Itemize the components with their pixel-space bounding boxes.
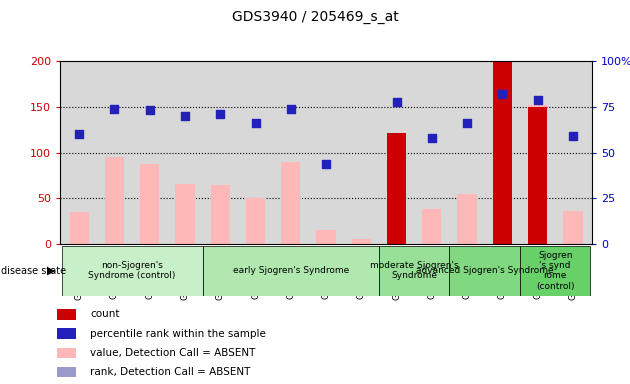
Bar bbox=[449, 246, 520, 296]
Bar bbox=[175, 184, 195, 244]
Point bbox=[215, 111, 226, 118]
Bar bbox=[316, 230, 336, 244]
Text: ▶: ▶ bbox=[47, 266, 56, 276]
Bar bbox=[422, 209, 442, 244]
Bar bbox=[493, 61, 512, 244]
Point bbox=[427, 135, 437, 141]
Text: GDS3940 / 205469_s_at: GDS3940 / 205469_s_at bbox=[232, 10, 398, 23]
Bar bbox=[57, 367, 76, 377]
Bar bbox=[69, 212, 89, 244]
Bar bbox=[520, 246, 590, 296]
Bar bbox=[563, 211, 583, 244]
Bar bbox=[57, 309, 76, 319]
Bar bbox=[457, 194, 477, 244]
Text: moderate Sjogren's
Syndrome: moderate Sjogren's Syndrome bbox=[370, 261, 459, 280]
Bar bbox=[281, 162, 301, 244]
Text: percentile rank within the sample: percentile rank within the sample bbox=[90, 329, 266, 339]
Bar bbox=[62, 246, 203, 296]
Point bbox=[532, 97, 542, 103]
Bar bbox=[246, 198, 265, 244]
Bar bbox=[528, 107, 547, 244]
Point bbox=[391, 98, 401, 104]
Bar bbox=[140, 164, 159, 244]
Text: early Sjogren's Syndrome: early Sjogren's Syndrome bbox=[232, 266, 349, 275]
Bar bbox=[57, 348, 76, 358]
Text: value, Detection Call = ABSENT: value, Detection Call = ABSENT bbox=[90, 348, 255, 358]
Text: non-Sjogren's
Syndrome (control): non-Sjogren's Syndrome (control) bbox=[88, 261, 176, 280]
Text: rank, Detection Call = ABSENT: rank, Detection Call = ABSENT bbox=[90, 367, 250, 377]
Point bbox=[251, 121, 261, 127]
Point bbox=[568, 133, 578, 139]
Bar bbox=[528, 105, 547, 244]
Bar bbox=[57, 328, 76, 339]
Point bbox=[180, 113, 190, 119]
Bar bbox=[387, 132, 406, 244]
Bar bbox=[203, 246, 379, 296]
Text: disease state: disease state bbox=[1, 266, 66, 276]
Point bbox=[462, 119, 472, 126]
Bar bbox=[105, 157, 124, 244]
Point bbox=[74, 131, 84, 137]
Point bbox=[110, 106, 120, 112]
Bar bbox=[352, 239, 371, 244]
Bar bbox=[387, 132, 406, 244]
Text: advanced Sjogren's Syndrome: advanced Sjogren's Syndrome bbox=[416, 266, 554, 275]
Text: count: count bbox=[90, 310, 120, 319]
Bar bbox=[210, 185, 230, 244]
Point bbox=[286, 106, 296, 112]
Point bbox=[321, 161, 331, 167]
Text: Sjogren
's synd
rome
(control): Sjogren 's synd rome (control) bbox=[536, 251, 575, 291]
Bar bbox=[379, 246, 449, 296]
Point bbox=[497, 91, 507, 98]
Point bbox=[145, 107, 155, 113]
